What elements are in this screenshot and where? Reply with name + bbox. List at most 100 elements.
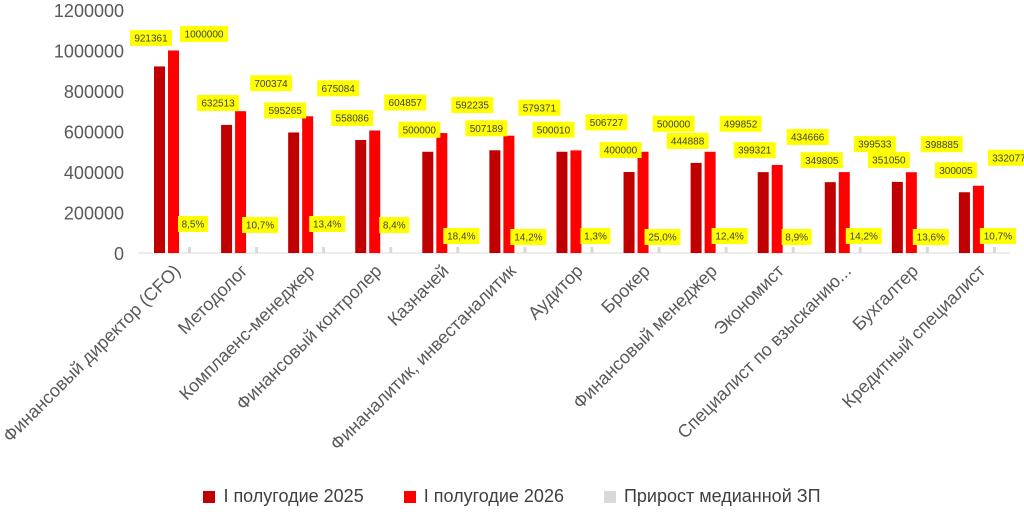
data-label-2026: 500000 xyxy=(652,115,695,132)
data-label-2025-text: 349805 xyxy=(805,156,839,167)
data-label-2026: 592235 xyxy=(451,97,494,114)
bar-2025 xyxy=(891,181,903,253)
data-label-2026-bg xyxy=(920,136,963,153)
data-label-growth-text: 13,6% xyxy=(917,233,945,244)
data-label-2026-bg xyxy=(585,114,628,131)
data-label-2026-text: 1000000 xyxy=(185,30,224,41)
data-label-2025: 399321 xyxy=(733,142,776,159)
data-label-2025-bg xyxy=(331,109,374,126)
data-label-2026-bg xyxy=(652,115,695,132)
data-label-growth-text: 8,9% xyxy=(785,233,808,244)
data-label-2026-text: 579371 xyxy=(523,103,557,114)
data-label-2026: 700374 xyxy=(250,75,293,92)
data-label-growth-bg xyxy=(242,217,279,233)
data-label-growth-bg xyxy=(711,228,748,244)
data-label-2026-text: 700374 xyxy=(254,79,288,90)
data-label-growth-text: 25,0% xyxy=(648,233,676,244)
y-tick-label: 0 xyxy=(114,244,124,264)
data-label-growth: 8,5% xyxy=(178,216,208,232)
data-label-2026-bg xyxy=(250,75,293,92)
data-label-2026: 332077 xyxy=(987,149,1024,166)
data-label-2025-bg xyxy=(733,142,776,159)
bar-2026 xyxy=(637,151,649,253)
data-label-growth: 13,4% xyxy=(309,216,346,232)
y-tick-label: 1000000 xyxy=(54,42,124,62)
data-label-growth-bg xyxy=(845,228,882,244)
y-tick-label: 400000 xyxy=(64,163,124,183)
data-label-2025-bg xyxy=(264,102,307,119)
data-label-growth-bg xyxy=(379,217,410,233)
y-tick-label: 800000 xyxy=(64,82,124,102)
bar-chart: 0 200000 400000 600000 800000 1000000 1200000 9… xyxy=(0,1,1024,454)
data-label-2025-text: 558086 xyxy=(336,114,370,125)
bar-growth xyxy=(188,247,191,253)
bar-2026 xyxy=(771,164,783,253)
data-label-2026-bg xyxy=(384,94,427,111)
data-label-2025-text: 500010 xyxy=(537,125,571,136)
bar-2026 xyxy=(570,150,582,253)
data-label-2025: 507189 xyxy=(465,120,508,137)
legend-item-growth: Прирост медианной ЗП xyxy=(603,486,821,507)
x-tick-label: Казначей xyxy=(384,261,453,330)
data-label-growth-text: 13,4% xyxy=(313,220,341,231)
bar-growth xyxy=(791,247,795,253)
bar-2025 xyxy=(221,124,233,254)
legend-item-2025: I полугодие 2025 xyxy=(203,486,364,507)
bar-2026 xyxy=(503,135,515,253)
data-label-2026-bg xyxy=(987,149,1024,166)
data-label-growth-text: 12,4% xyxy=(715,232,743,243)
bar-2026 xyxy=(436,133,448,253)
bar-2026 xyxy=(838,172,850,253)
data-label-growth-text: 10,7% xyxy=(984,232,1012,243)
bar-growth xyxy=(590,247,594,253)
y-tick-label: 1200000 xyxy=(54,1,124,21)
data-label-growth-bg xyxy=(979,228,1016,244)
bar-growth xyxy=(456,247,460,253)
bar-growth xyxy=(992,247,996,253)
bar-growth xyxy=(322,247,326,253)
data-label-2026-text: 499852 xyxy=(724,119,758,130)
x-tick-label: Финансовый директор (CFO) xyxy=(0,261,184,446)
data-label-growth-bg xyxy=(912,229,949,245)
data-label-2025: 349805 xyxy=(800,152,843,169)
bar-2026 xyxy=(905,172,917,253)
bar-2025 xyxy=(489,150,501,253)
bar-growth xyxy=(389,247,393,253)
data-label-2026-bg xyxy=(317,80,360,97)
data-label-2025-bg xyxy=(398,121,441,138)
bar-2025 xyxy=(154,66,165,253)
data-label-2026: 579371 xyxy=(518,99,561,116)
data-label-2026-bg xyxy=(180,26,228,42)
data-label-2026-bg xyxy=(451,97,494,114)
bar-2025 xyxy=(355,139,367,253)
data-label-2025-bg xyxy=(599,142,642,158)
bar-2025 xyxy=(288,132,300,253)
data-label-2025-bg xyxy=(666,132,709,149)
legend-swatch-2026 xyxy=(403,490,416,503)
bar-2026 xyxy=(302,116,314,253)
data-label-2026-bg xyxy=(518,99,561,116)
legend-swatch-growth xyxy=(603,490,616,503)
data-label-growth-text: 1,3% xyxy=(584,232,607,243)
data-label-2025-text: 500000 xyxy=(403,125,437,136)
bar-growth xyxy=(858,247,862,253)
bar-2025 xyxy=(690,162,702,253)
data-label-2026-text: 398885 xyxy=(925,140,959,151)
data-label-2025-bg xyxy=(532,121,575,138)
data-label-2026-bg xyxy=(786,128,829,145)
data-label-2025: 400000 xyxy=(599,142,642,158)
y-tick-label: 200000 xyxy=(64,204,124,224)
bar-2025 xyxy=(422,151,434,253)
x-tick-label: Кредитный специалист xyxy=(838,261,989,412)
bar-2025 xyxy=(757,172,769,253)
data-label-2026-bg xyxy=(719,115,762,132)
data-label-2026: 499852 xyxy=(719,115,762,132)
data-label-growth: 8,9% xyxy=(781,229,812,245)
bar-2026 xyxy=(235,111,247,254)
legend-swatch-2025 xyxy=(203,490,216,503)
data-label-2026: 399533 xyxy=(853,136,896,153)
bar-2026 xyxy=(369,130,381,253)
data-label-2026-text: 506727 xyxy=(590,118,624,129)
data-label-2025-bg xyxy=(130,30,172,46)
legend-label-growth: Прирост медианной ЗП xyxy=(623,486,821,506)
